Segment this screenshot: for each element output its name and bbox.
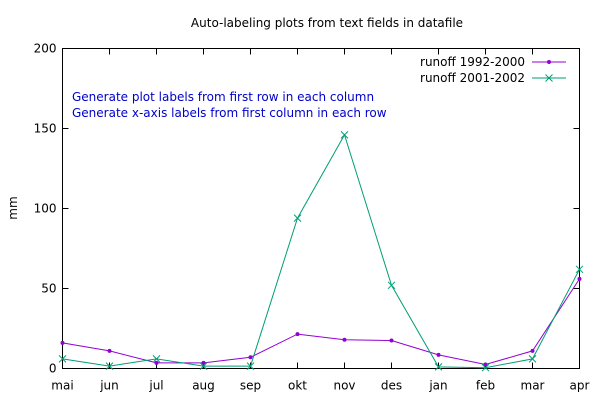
data-point (575, 265, 584, 274)
x-tick-label: nov (333, 379, 355, 393)
x-tick-label: apr (570, 379, 590, 393)
data-point (340, 131, 349, 139)
x-tick-label: mar (521, 379, 545, 393)
chart-title: Auto-labeling plots from text fields in … (191, 16, 463, 30)
y-axis: 0 50 100 150 200 (34, 42, 580, 376)
x-axis: mai jun jul aug sep okt nov des jan feb mar apr (51, 48, 590, 393)
data-point (246, 362, 255, 370)
data-point (295, 332, 300, 337)
data-point (530, 348, 535, 353)
data-point (60, 340, 65, 345)
data-point (154, 360, 159, 365)
data-point (248, 355, 253, 360)
annotation-line-2: Generate x-axis labels from first column… (72, 106, 387, 120)
x-tick-label: feb (476, 379, 495, 393)
data-point (434, 363, 443, 371)
x-tick-label: sep (240, 379, 261, 393)
data-point (387, 281, 396, 290)
legend-label: runoff 2001-2002 (420, 71, 525, 85)
data-point (528, 355, 537, 363)
y-tick-label: 0 (49, 362, 57, 376)
data-point (481, 363, 490, 372)
data-point (152, 355, 161, 363)
data-point (483, 362, 488, 367)
series-2 (58, 131, 584, 372)
legend-marker (545, 74, 553, 82)
x-tick-label: mai (51, 379, 73, 393)
legend-label: runoff 1992-2000 (420, 55, 525, 69)
y-tick-label: 150 (34, 122, 57, 136)
series-layer (58, 131, 584, 372)
annotation-line-1: Generate plot labels from first row in e… (72, 90, 374, 104)
x-tick-label: jun (99, 379, 119, 393)
data-point (293, 214, 302, 222)
data-point (107, 348, 112, 353)
series-line (62, 278, 580, 366)
data-point (58, 355, 67, 363)
y-tick-label: 200 (34, 42, 57, 56)
series-line (62, 133, 580, 369)
data-point (199, 362, 208, 370)
x-tick-label: aug (192, 379, 215, 393)
y-axis-label: mm (6, 196, 20, 219)
data-point (201, 360, 206, 365)
data-point (436, 352, 441, 357)
legend: runoff 1992-2000 runoff 2001-2002 (420, 55, 566, 85)
x-tick-label: des (381, 379, 402, 393)
x-tick-label: okt (288, 379, 307, 393)
y-tick-label: 100 (34, 202, 57, 216)
x-tick-label: jul (148, 379, 163, 393)
data-point (389, 338, 394, 343)
data-point (577, 276, 582, 281)
legend-marker (547, 60, 551, 64)
data-point (342, 337, 347, 342)
x-tick-label: jan (428, 379, 447, 393)
y-tick-label: 50 (41, 282, 56, 296)
series-1 (60, 276, 582, 367)
data-point (105, 362, 114, 370)
